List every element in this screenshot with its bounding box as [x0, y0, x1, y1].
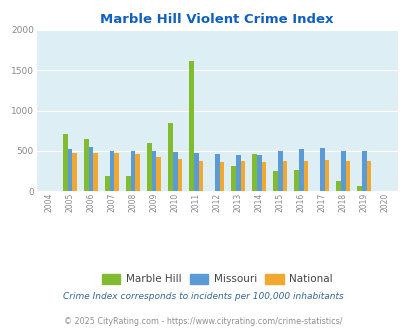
Bar	[189, 61, 194, 191]
Bar	[282, 161, 286, 191]
Bar	[273, 171, 277, 191]
Bar	[156, 157, 161, 191]
Text: Crime Index corresponds to incidents per 100,000 inhabitants: Crime Index corresponds to incidents per…	[62, 292, 343, 301]
Bar	[130, 151, 135, 191]
Bar	[135, 154, 140, 191]
Bar	[93, 153, 98, 191]
Bar	[256, 155, 261, 191]
Bar	[89, 147, 93, 191]
Bar	[84, 139, 89, 191]
Bar	[63, 134, 68, 191]
Bar	[324, 160, 328, 191]
Bar	[147, 143, 151, 191]
Bar	[240, 161, 245, 191]
Bar	[219, 162, 224, 191]
Bar	[231, 166, 235, 191]
Bar	[261, 162, 266, 191]
Bar	[340, 150, 345, 191]
Bar	[356, 186, 361, 191]
Bar	[298, 149, 303, 191]
Bar	[168, 123, 173, 191]
Text: © 2025 CityRating.com - https://www.cityrating.com/crime-statistics/: © 2025 CityRating.com - https://www.city…	[64, 317, 341, 326]
Bar	[194, 153, 198, 191]
Bar	[68, 148, 72, 191]
Bar	[361, 151, 366, 191]
Bar	[126, 176, 130, 191]
Bar	[105, 177, 110, 191]
Bar	[366, 161, 370, 191]
Bar	[319, 148, 324, 191]
Bar	[303, 161, 307, 191]
Bar	[198, 161, 202, 191]
Bar	[277, 150, 282, 191]
Bar	[177, 159, 182, 191]
Bar	[173, 152, 177, 191]
Bar	[151, 151, 156, 191]
Bar	[235, 155, 240, 191]
Bar	[294, 170, 298, 191]
Bar	[335, 181, 340, 191]
Bar	[214, 154, 219, 191]
Legend: Marble Hill, Missouri, National: Marble Hill, Missouri, National	[97, 269, 336, 288]
Bar	[114, 153, 119, 191]
Title: Marble Hill Violent Crime Index: Marble Hill Violent Crime Index	[100, 13, 333, 26]
Bar	[110, 151, 114, 191]
Bar	[72, 153, 77, 191]
Bar	[345, 161, 350, 191]
Bar	[252, 154, 256, 191]
